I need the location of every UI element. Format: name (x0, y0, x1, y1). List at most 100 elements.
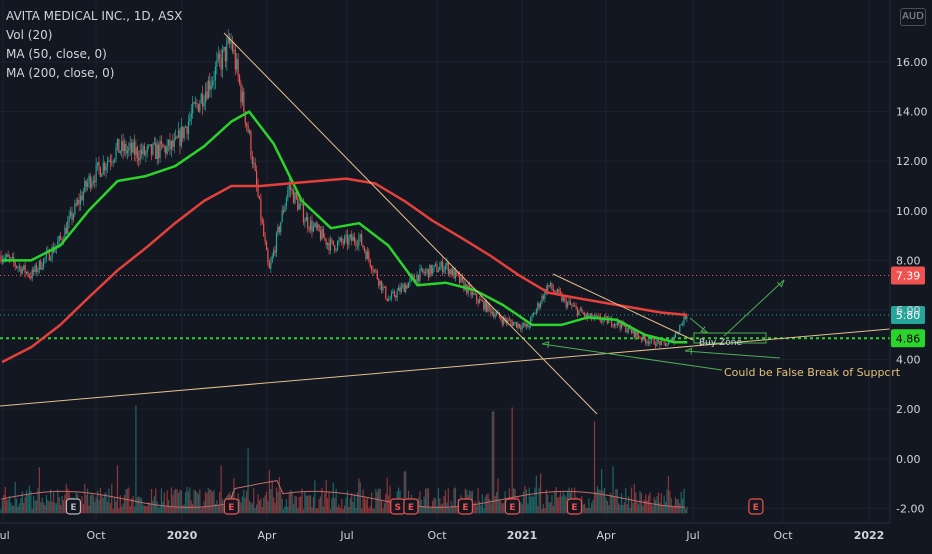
candle-body (554, 290, 556, 293)
candle-body (224, 46, 226, 62)
candle-body (94, 180, 96, 183)
volume-bar (55, 503, 57, 514)
candle-body (243, 91, 245, 112)
indicator-ma200[interactable]: MA (200, close, 0) (6, 66, 115, 80)
volume-bar (216, 500, 218, 514)
volume-bar (139, 497, 141, 514)
volume-bar (528, 487, 530, 514)
volume-bar (422, 506, 424, 514)
candle-body (305, 216, 307, 222)
candle-body (605, 316, 607, 318)
indicator-ma50[interactable]: MA (50, close, 0) (6, 47, 107, 61)
candle-body (71, 211, 73, 220)
volume-bar (670, 498, 672, 514)
arrow-false-break-2 (541, 343, 723, 371)
candle-body (436, 264, 438, 273)
candle-body (586, 313, 589, 318)
volume-bar (633, 483, 635, 514)
volume-bar (405, 471, 407, 514)
candle-body (405, 285, 407, 293)
volume-bar (616, 489, 618, 514)
candle-body (284, 205, 286, 212)
volume-bar (270, 489, 272, 514)
volume-bar (547, 494, 549, 514)
volume-bar (280, 490, 282, 514)
candle-body (129, 143, 131, 148)
volume-bar (136, 497, 138, 514)
candle-body (393, 291, 395, 297)
volume-bar (278, 476, 280, 514)
volume-bar (202, 507, 204, 514)
candle-body (477, 300, 479, 304)
candle-body (633, 328, 635, 338)
volume-bar (211, 491, 214, 514)
volume-bar (175, 488, 177, 514)
x-tick-label: 2021 (507, 529, 538, 542)
candle-body (277, 226, 279, 233)
volume-bar (14, 481, 16, 514)
candle-body (57, 241, 59, 246)
volume-bar (608, 505, 610, 514)
candle-body (98, 162, 100, 168)
volume-bar (362, 489, 364, 514)
candle-body (457, 273, 459, 275)
volume-bar (558, 496, 560, 514)
candle-body (669, 341, 671, 344)
candle-body (430, 264, 432, 274)
volume-bar (150, 489, 153, 514)
volume-bar (308, 494, 310, 514)
candle-body (38, 260, 40, 270)
candle-body (403, 284, 405, 293)
symbol-title[interactable]: AVITA MEDICAL INC., 1D, ASX (6, 9, 183, 23)
volume-bar (213, 489, 215, 514)
volume-bar (595, 491, 597, 514)
volume-bar (57, 489, 59, 514)
volume-bar (20, 498, 22, 514)
indicator-volume[interactable]: Vol (20) (6, 28, 53, 42)
candle-body (620, 320, 623, 329)
volume-bar (210, 489, 212, 514)
candle-body (114, 158, 116, 162)
volume-bar (522, 491, 525, 514)
candle-body (386, 298, 388, 301)
candle-body (179, 130, 181, 147)
volume-bar (321, 488, 323, 514)
candle-body (508, 319, 510, 321)
candle-body (517, 323, 519, 328)
volume-bar (619, 504, 621, 514)
x-tick-label: Oct (773, 529, 793, 542)
y-tick-label: 0.00 (896, 453, 921, 466)
volume-bar (359, 482, 361, 514)
volume-bar (123, 495, 126, 514)
candle-body (132, 141, 134, 153)
volume-bar (611, 494, 613, 514)
volume-bar (94, 501, 96, 514)
volume-bar (207, 487, 209, 514)
candle-body (236, 59, 238, 70)
y-tick-label: 4.00 (896, 354, 921, 367)
candle-body (595, 314, 597, 317)
volume-bar (336, 507, 339, 514)
candle-body (593, 314, 596, 319)
candle-body (18, 266, 21, 268)
candle-body (379, 280, 381, 286)
volume-bar (525, 489, 527, 514)
volume-bar (366, 497, 368, 514)
volume-bar (317, 508, 319, 514)
candle-body (48, 249, 50, 261)
candle-body (175, 136, 177, 139)
candle-body (307, 216, 309, 228)
volume-bar (84, 484, 86, 514)
volume-bar (368, 508, 370, 514)
candle-body (251, 155, 253, 164)
currency-badge[interactable]: AUD (900, 8, 926, 26)
volume-bar (542, 504, 545, 514)
candle-body (65, 227, 67, 234)
candle-body (532, 313, 535, 316)
volume-bar (524, 485, 526, 514)
volume-bar (623, 502, 625, 514)
volume-bar (116, 465, 119, 514)
